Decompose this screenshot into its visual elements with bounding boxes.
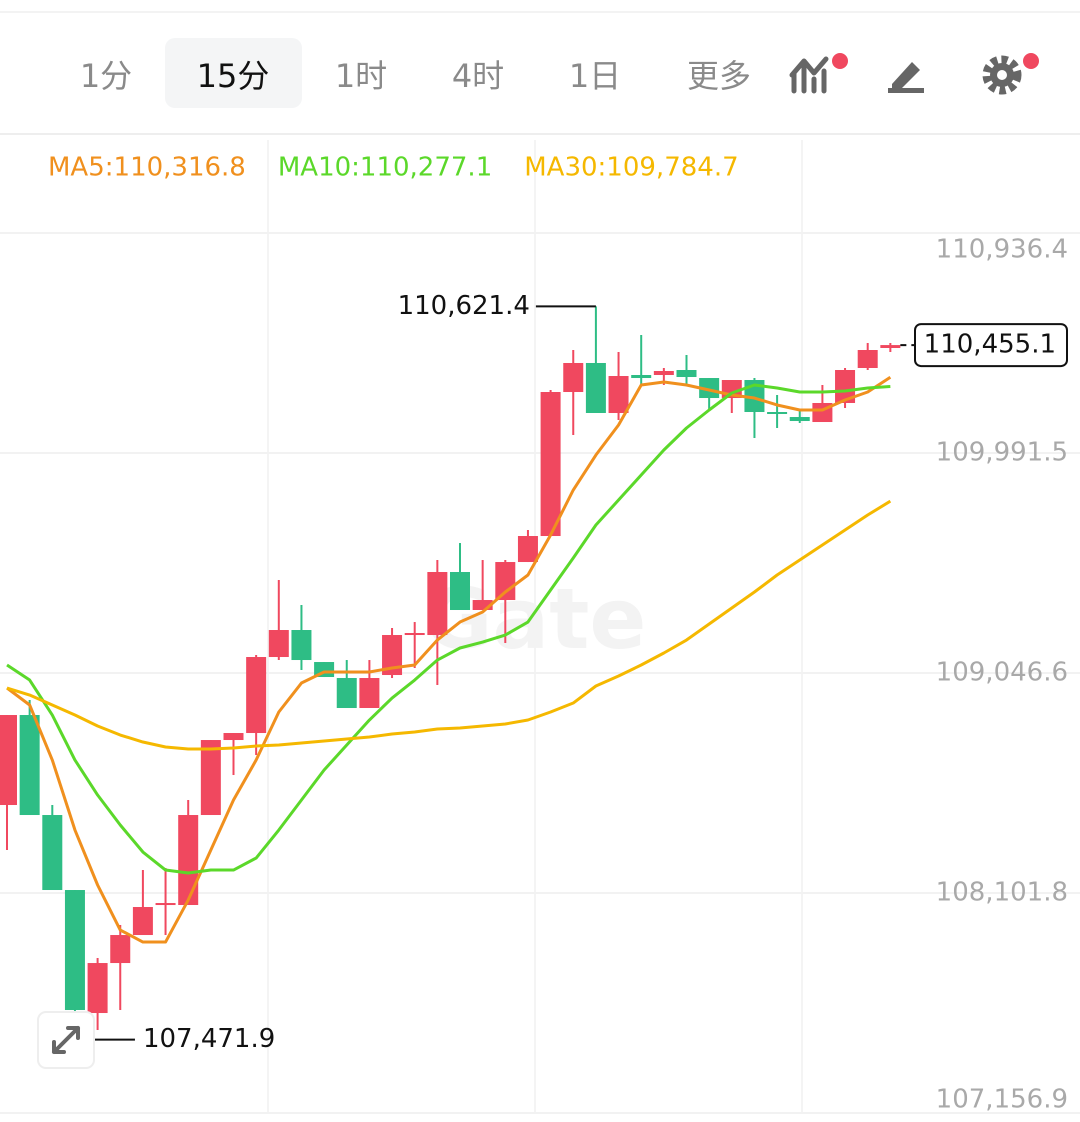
- indicator-glyph: [789, 56, 829, 94]
- candle-body: [517, 536, 538, 563]
- candle-body: [132, 907, 153, 936]
- annotation-label: 107,471.9: [143, 1024, 275, 1054]
- draw-icon[interactable]: [888, 62, 924, 93]
- interval-tab[interactable]: 15分: [165, 38, 302, 108]
- y-tick-label: 109,046.6: [936, 658, 1068, 688]
- interval-tab[interactable]: 1日: [569, 57, 621, 95]
- candle-body: [699, 378, 720, 399]
- tab-label: 更多: [687, 57, 751, 95]
- interval-tab[interactable]: 1分: [80, 57, 132, 95]
- candle-body: [291, 630, 312, 661]
- y-tick-label: 110,936.4: [936, 235, 1068, 265]
- ma-line: [6, 499, 892, 751]
- fullscreen-button[interactable]: [37, 1011, 95, 1069]
- candle-body: [110, 935, 131, 964]
- candle-body: [359, 678, 380, 709]
- tab-label: 1日: [569, 57, 621, 95]
- candle-body: [42, 815, 63, 891]
- candle-body: [835, 370, 856, 403]
- candle-body: [540, 392, 561, 537]
- y-tick-label: 108,101.8: [936, 877, 1068, 907]
- candle-body: [64, 890, 85, 1011]
- candle-body: [268, 630, 289, 658]
- last-price-label: 110,455.1: [924, 330, 1056, 360]
- candle-body: [563, 362, 584, 393]
- legend-entry: MA10:110,277.1: [278, 153, 492, 183]
- candle-body: [336, 678, 357, 709]
- tab-label: 1分: [80, 57, 132, 95]
- pencil-base: [888, 88, 924, 93]
- candle-body: [608, 376, 629, 414]
- notification-dot: [1023, 53, 1039, 69]
- legend-entry: MA30:109,784.7: [524, 153, 738, 183]
- interval-tab[interactable]: 更多: [687, 57, 751, 95]
- notification-dot: [832, 53, 848, 69]
- gear-hole: [997, 70, 1007, 80]
- candle-body: [450, 572, 470, 611]
- y-tick-label: 107,156.9: [936, 1085, 1068, 1115]
- interval-tab[interactable]: 4时: [452, 57, 504, 95]
- candle-body: [223, 733, 244, 741]
- kline-chart: 110,936.4 109,991.5 109,046.6 108,101.8 107,…: [0, 153, 1080, 1115]
- candle-body: [155, 903, 176, 906]
- candle-body: [767, 412, 788, 415]
- candle-body: [200, 740, 221, 816]
- tab-label: 1时: [335, 57, 387, 95]
- settings-icon[interactable]: [982, 53, 1039, 95]
- annotation-label: 110,621.4: [398, 291, 530, 321]
- tab-label: 4时: [452, 57, 504, 95]
- candle-body: [427, 572, 448, 636]
- y-tick-label: 109,991.5: [936, 438, 1068, 468]
- candle-body: [585, 362, 606, 414]
- candle-body: [19, 715, 40, 816]
- candle-body: [404, 633, 425, 636]
- tab-highlight: [165, 38, 302, 108]
- candle-body: [880, 345, 901, 348]
- candle-body: [382, 635, 403, 676]
- indicator-icon[interactable]: [789, 53, 848, 94]
- candle-body: [789, 417, 810, 422]
- candle-body: [178, 815, 199, 906]
- gear-teeth: [982, 55, 1022, 95]
- interval-tabs: 1分 15分 1时 4时 1日 更多: [80, 38, 751, 108]
- candle-body: [631, 375, 652, 379]
- candle-body: [87, 963, 108, 1014]
- tab-label: 15分: [197, 57, 270, 95]
- ma-line: [6, 383, 891, 875]
- fullscreen-glyph: [52, 1026, 80, 1054]
- pencil-glyph: [892, 62, 920, 90]
- last-price-box: [914, 323, 1068, 368]
- candle-body: [0, 715, 17, 806]
- candle-body: [676, 370, 697, 378]
- candle-body: [495, 562, 516, 601]
- candle-body: [653, 371, 674, 376]
- ma-line: [6, 376, 892, 944]
- candle-body: [472, 600, 493, 611]
- candle-body: [857, 349, 878, 368]
- legend-entry: MA5:110,316.8: [48, 153, 246, 183]
- interval-tab[interactable]: 1时: [335, 57, 387, 95]
- candle-body: [246, 657, 267, 734]
